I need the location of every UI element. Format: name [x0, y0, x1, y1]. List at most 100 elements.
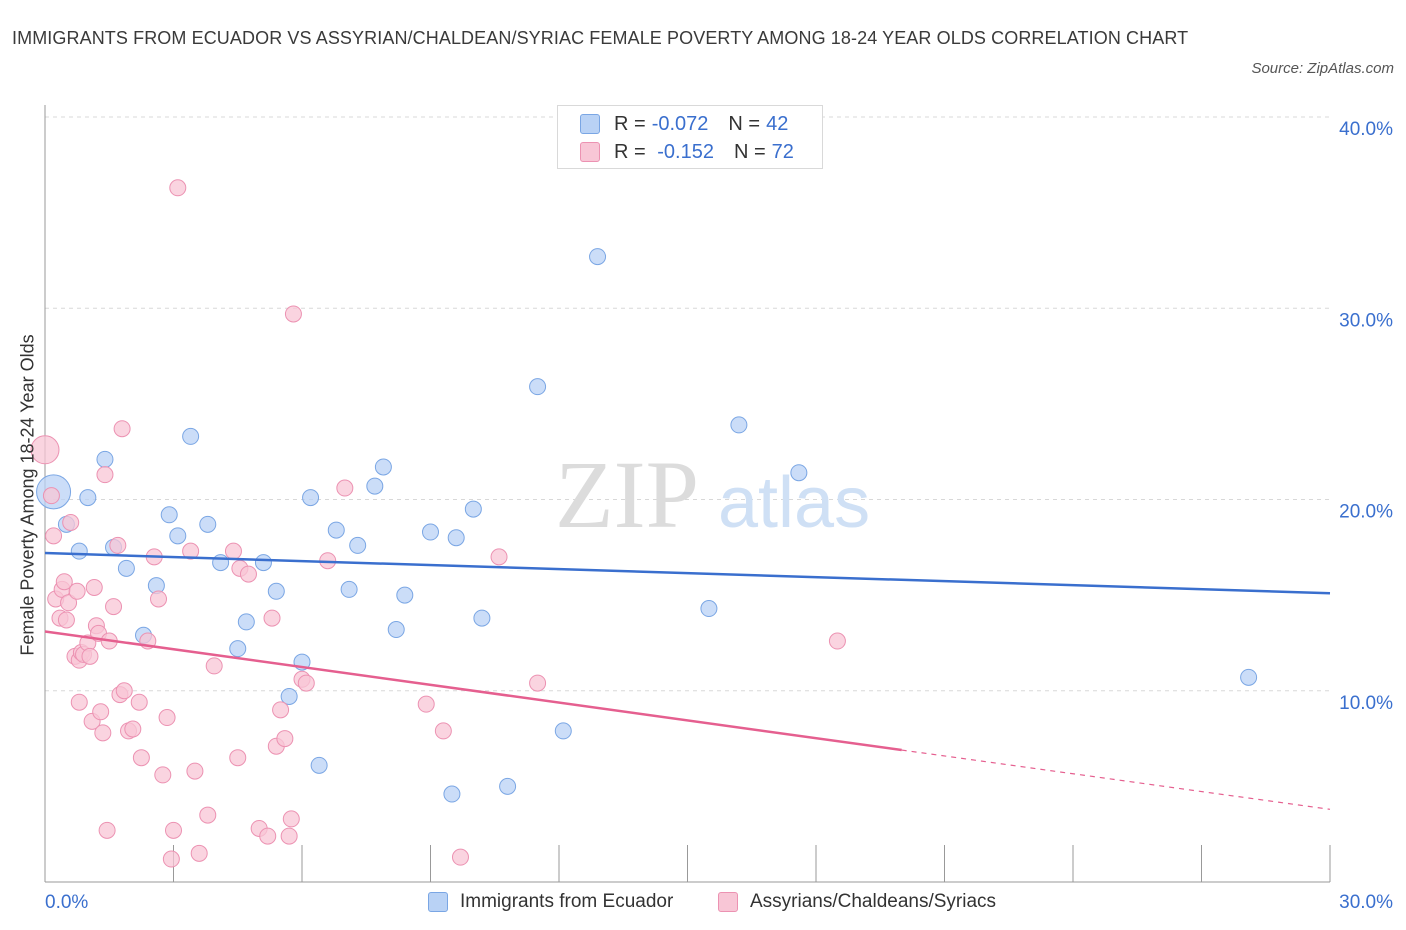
- point-ecuador: [366, 477, 384, 495]
- legend-n-value: 42: [766, 112, 789, 135]
- legend-n-label: N =: [733, 140, 766, 163]
- chart-title: IMMIGRANTS FROM ECUADOR VS ASSYRIAN/CHAL…: [12, 28, 1189, 48]
- point-assyrian: [336, 479, 354, 497]
- point-ecuador: [422, 523, 439, 541]
- point-ecuador: [199, 515, 217, 533]
- point-ecuador: [182, 427, 200, 445]
- point-ecuador: [447, 529, 465, 547]
- bottom-legend-label-ecuador: Immigrants from Ecuador: [460, 891, 674, 912]
- y-axis-label: Female Poverty Among 18-24 Year Olds: [17, 334, 38, 656]
- legend-r-value: -0.152: [651, 140, 714, 163]
- point-ecuador: [212, 554, 230, 572]
- point-assyrian: [154, 766, 172, 784]
- trend-lines: [44, 551, 1331, 810]
- point-assyrian: [94, 724, 112, 742]
- legend-swatch-blue: [580, 114, 600, 134]
- y-tick-label: 20.0%: [1339, 502, 1393, 523]
- point-ecuador: [1240, 668, 1258, 686]
- point-assyrian: [182, 542, 200, 560]
- point-assyrian: [62, 513, 80, 531]
- data-points: [30, 179, 1258, 868]
- point-assyrian: [199, 806, 217, 824]
- point-assyrian: [276, 730, 294, 748]
- point-assyrian: [57, 611, 75, 629]
- point-ecuador: [79, 489, 97, 507]
- point-ecuador: [349, 536, 367, 554]
- x-tick-label-max: 30.0%: [1339, 892, 1393, 913]
- trend-line-assyrian-dashed: [901, 749, 1331, 810]
- point-assyrian: [162, 850, 180, 868]
- point-assyrian: [55, 573, 73, 591]
- legend-row-ecuador: R = -0.072 N = 42: [580, 111, 788, 137]
- point-assyrian: [272, 701, 290, 719]
- point-assyrian: [68, 582, 86, 600]
- point-ecuador: [237, 613, 255, 631]
- point-assyrian: [85, 578, 103, 596]
- point-assyrian: [280, 827, 298, 845]
- legend-r-label: R =: [614, 112, 646, 135]
- bottom-legend-ecuador: Immigrants from Ecuador: [428, 888, 673, 916]
- bottom-legend-label-assyrian: Assyrians/Chaldeans/Syriacs: [750, 891, 997, 912]
- point-ecuador: [229, 640, 247, 658]
- trend-line-assyrian: [44, 630, 902, 752]
- y-tick-label: 30.0%: [1339, 310, 1393, 331]
- point-assyrian: [169, 179, 187, 197]
- point-ecuador: [160, 506, 178, 524]
- point-ecuador: [340, 580, 358, 598]
- point-assyrian: [259, 827, 277, 845]
- point-ecuador: [169, 527, 187, 545]
- point-assyrian: [282, 810, 300, 828]
- y-tick-label: 40.0%: [1339, 119, 1393, 140]
- point-assyrian: [42, 487, 60, 505]
- point-assyrian: [92, 703, 110, 721]
- legend-n-value: 72: [771, 140, 794, 163]
- point-ecuador: [443, 785, 461, 803]
- point-assyrian: [109, 536, 127, 554]
- point-assyrian: [105, 598, 123, 616]
- point-ecuador: [374, 458, 392, 476]
- point-assyrian: [434, 722, 452, 740]
- point-ecuador: [499, 777, 517, 795]
- point-ecuador: [302, 489, 320, 507]
- bottom-legend-swatch-pink: [718, 892, 738, 912]
- point-ecuador: [464, 500, 482, 518]
- legend-r-value: -0.072: [651, 112, 709, 135]
- point-assyrian: [828, 632, 846, 650]
- point-ecuador: [700, 600, 718, 618]
- point-assyrian: [229, 749, 247, 767]
- point-ecuador: [529, 378, 547, 396]
- point-assyrian: [60, 594, 78, 612]
- legend-row-assyrian: R = -0.152 N = 72: [580, 139, 794, 165]
- point-ecuador: [473, 609, 491, 627]
- point-assyrian: [190, 844, 208, 862]
- point-assyrian: [115, 682, 133, 700]
- y-tick-label: 10.0%: [1339, 693, 1393, 714]
- point-ecuador: [254, 554, 272, 572]
- point-assyrian: [150, 590, 168, 608]
- point-assyrian: [98, 821, 116, 839]
- correlation-legend: R = -0.072 N = 42 R = -0.152 N = 72: [557, 105, 823, 169]
- point-assyrian: [284, 305, 302, 323]
- watermark-zip: ZIP: [555, 441, 699, 548]
- point-assyrian: [186, 762, 204, 780]
- point-ecuador: [280, 687, 298, 705]
- point-ecuador: [267, 582, 285, 600]
- point-assyrian: [239, 565, 257, 583]
- point-assyrian: [205, 657, 223, 675]
- point-ecuador: [387, 621, 405, 639]
- point-assyrian: [451, 848, 469, 866]
- grid-lines: [45, 116, 1330, 692]
- point-ecuador: [70, 542, 88, 560]
- point-assyrian: [113, 420, 131, 438]
- source-label: Source: ZipAtlas.com: [1251, 60, 1394, 77]
- point-ecuador: [730, 416, 748, 434]
- point-ecuador: [790, 464, 808, 482]
- point-assyrian: [158, 709, 176, 727]
- tick-labels: 10.0% 20.0% 30.0% 40.0% 0.0% 30.0%: [45, 119, 1393, 913]
- point-assyrian: [45, 527, 63, 545]
- point-ecuador: [327, 521, 345, 539]
- point-assyrian: [81, 647, 99, 665]
- legend-r-label: R =: [614, 140, 646, 163]
- point-ecuador: [310, 756, 328, 774]
- trend-line-ecuador: [44, 551, 1331, 595]
